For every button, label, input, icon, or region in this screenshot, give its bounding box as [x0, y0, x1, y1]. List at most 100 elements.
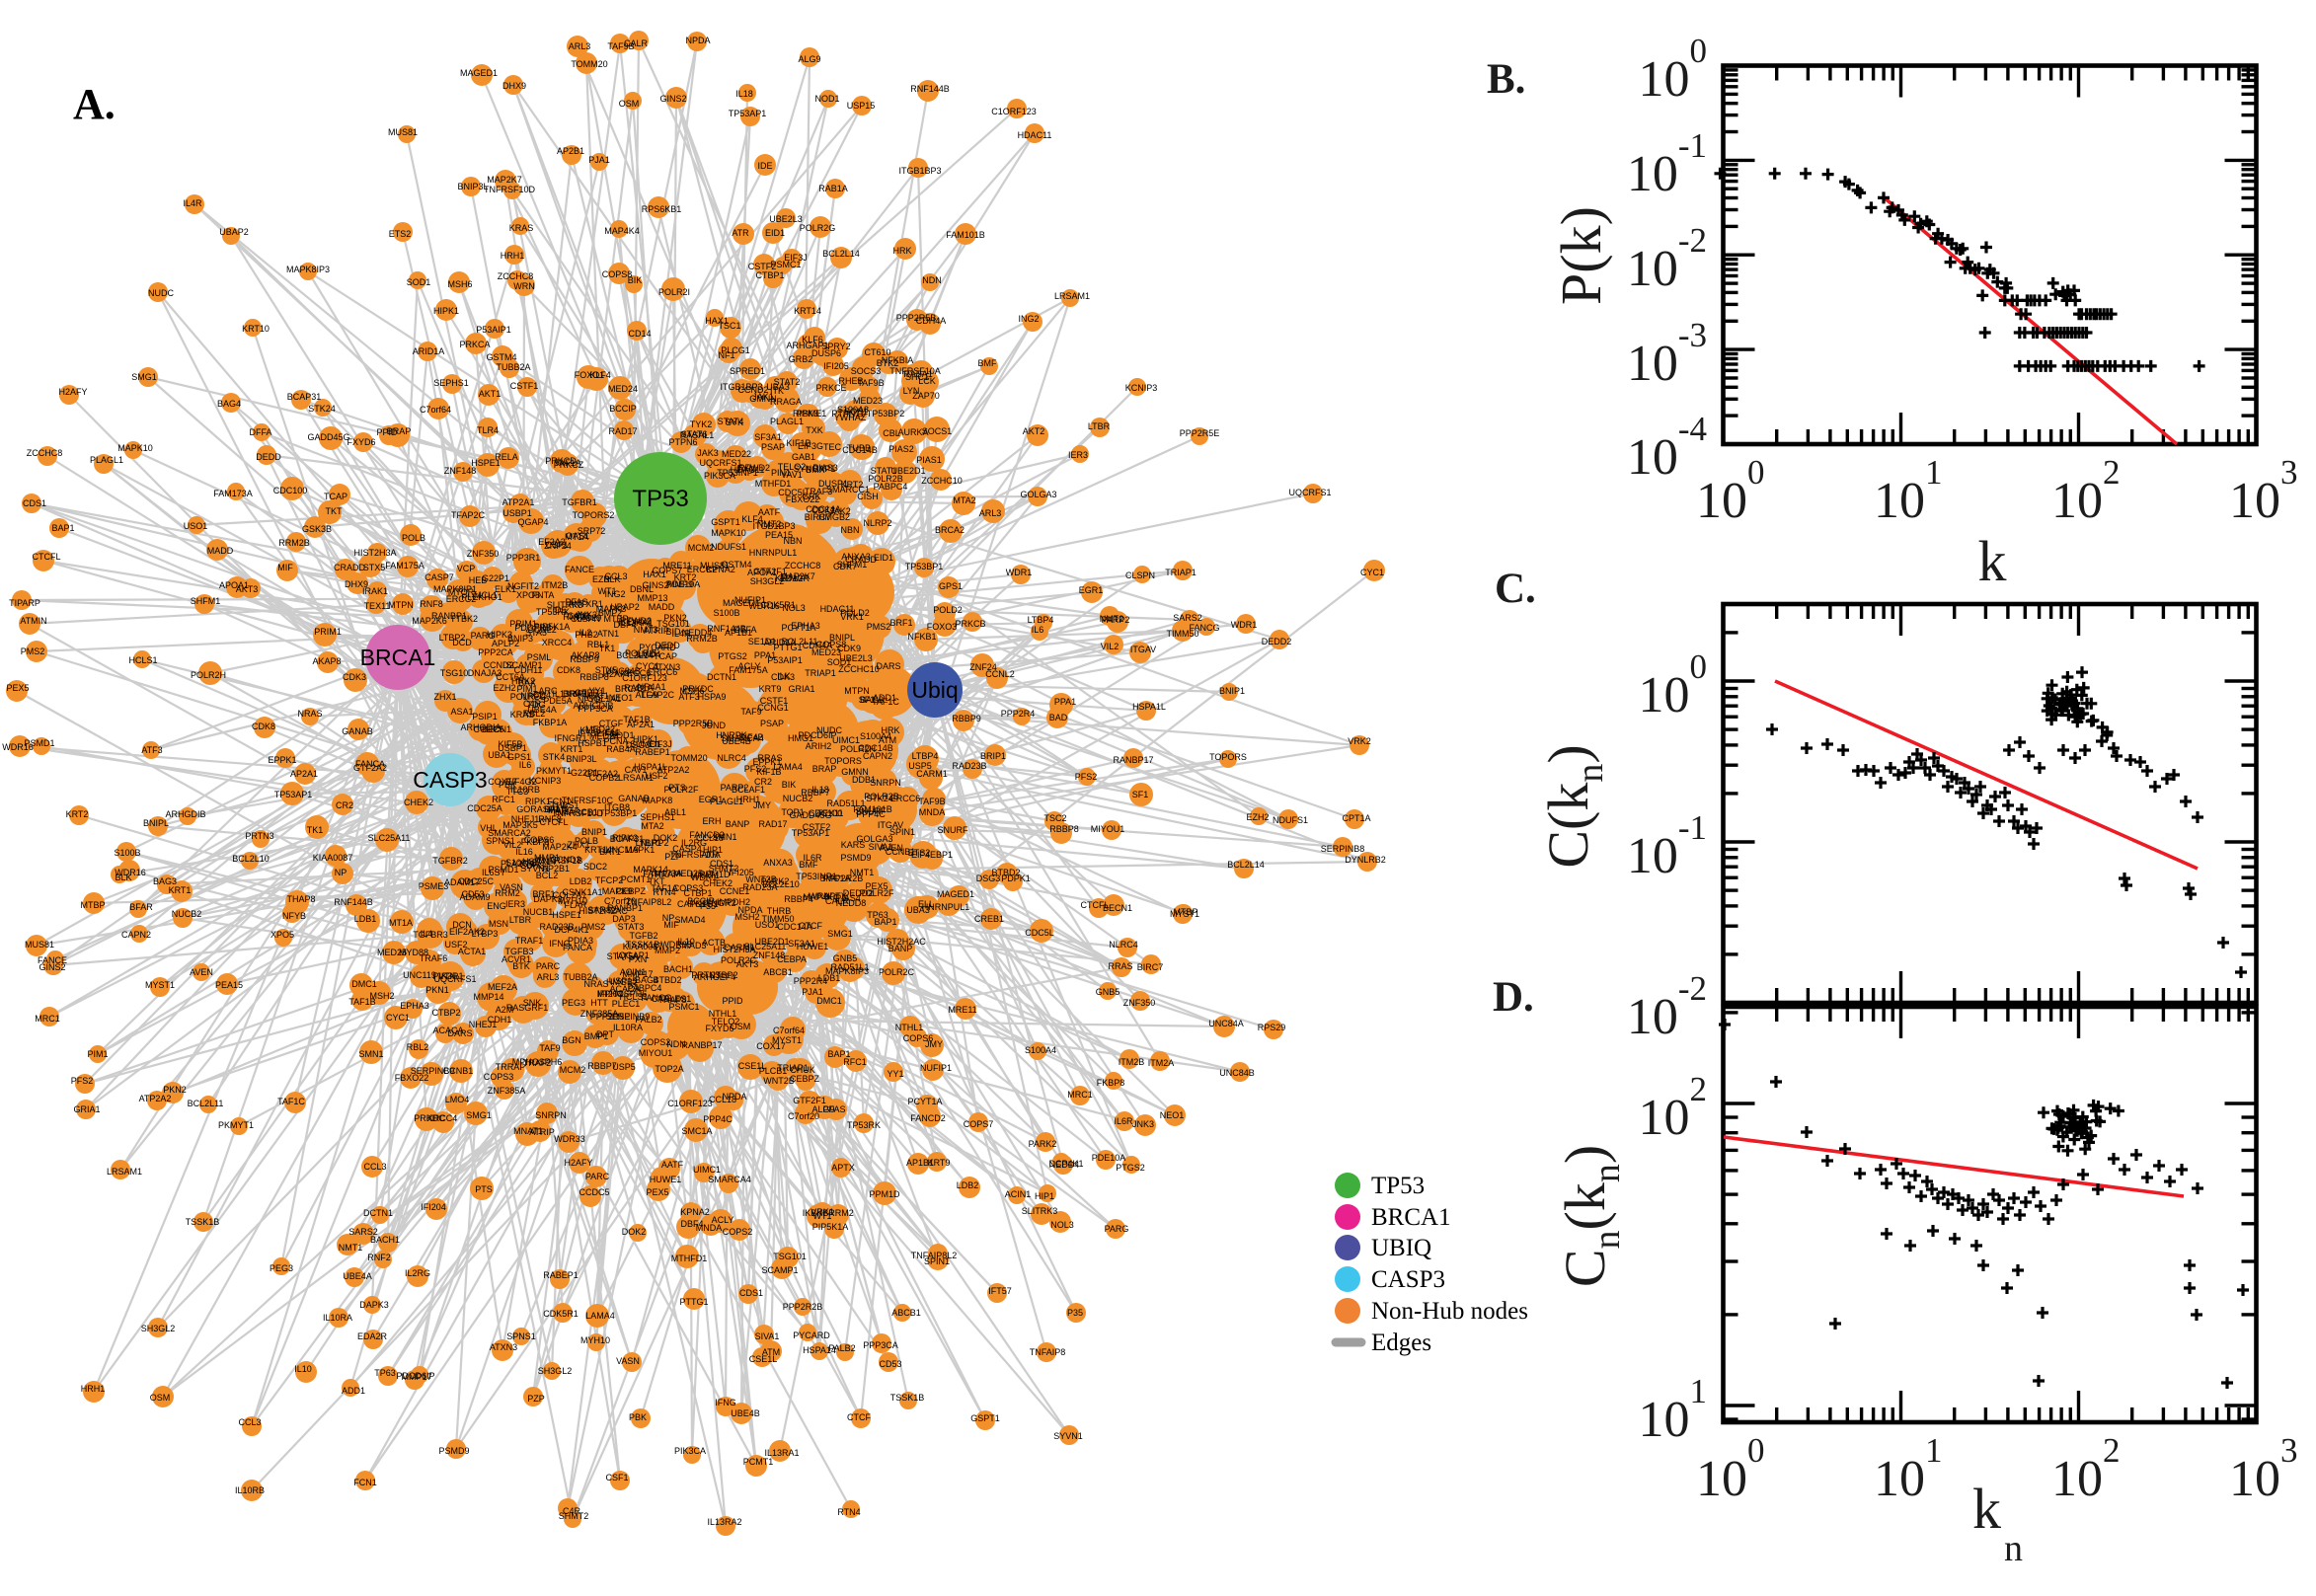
svg-text:BAG3: BAG3 — [860, 695, 884, 705]
svg-text:JUND: JUND — [702, 721, 726, 730]
svg-text:TRIAP1: TRIAP1 — [1165, 568, 1197, 577]
svg-text:EIF4EBP1: EIF4EBP1 — [911, 850, 953, 860]
svg-text:C4R: C4R — [563, 1506, 581, 1516]
svg-text:IDE: IDE — [757, 161, 772, 171]
svg-text:HSPE1: HSPE1 — [552, 910, 581, 920]
svg-text:KIF5B: KIF5B — [498, 739, 522, 749]
svg-text:IL10RB: IL10RB — [510, 785, 540, 795]
svg-text:BRCA1: BRCA1 — [360, 645, 436, 670]
svg-text:MIF: MIF — [277, 563, 293, 572]
svg-text:TNFAIP8: TNFAIP8 — [1030, 1347, 1066, 1357]
svg-text:IL13RA2: IL13RA2 — [707, 1517, 741, 1527]
svg-text:TP53INP1: TP53INP1 — [717, 468, 758, 478]
svg-text:AKT1: AKT1 — [479, 389, 502, 399]
svg-text:OAS1: OAS1 — [566, 531, 589, 541]
svg-text:PFAS: PFAS — [822, 1104, 845, 1114]
svg-text:DDB1: DDB1 — [852, 775, 876, 785]
svg-text:MRC1: MRC1 — [1067, 1090, 1093, 1100]
svg-text:IL10RA: IL10RA — [323, 1313, 352, 1323]
svg-text:FAM101B: FAM101B — [853, 804, 892, 814]
svg-text:OSM: OSM — [150, 1393, 171, 1403]
svg-text:CCL18: CCL18 — [709, 1095, 736, 1104]
svg-text:NDN: NDN — [922, 275, 942, 285]
svg-text:BFAR: BFAR — [129, 902, 153, 912]
svg-text:FANCD2: FANCD2 — [910, 1113, 946, 1123]
svg-text:PLAGL1: PLAGL1 — [770, 417, 804, 426]
svg-text:RRM2B: RRM2B — [278, 538, 310, 548]
svg-text:SLC25A11: SLC25A11 — [368, 833, 411, 843]
svg-text:NOD1: NOD1 — [814, 94, 839, 104]
svg-text:BECN1: BECN1 — [1103, 903, 1132, 913]
svg-text:NGFIT2: NGFIT2 — [507, 581, 539, 591]
svg-text:ZCCHC8: ZCCHC8 — [785, 561, 821, 570]
svg-text:CDK3: CDK3 — [343, 672, 366, 682]
svg-text:BAD: BAD — [1049, 713, 1068, 722]
svg-text:AP2A1: AP2A1 — [627, 720, 655, 729]
svg-text:PRKCA: PRKCA — [459, 340, 490, 349]
svg-text:DAPK3: DAPK3 — [359, 1300, 389, 1310]
svg-text:LTBP3: LTBP3 — [472, 929, 499, 939]
svg-text:IFI204: IFI204 — [421, 1202, 446, 1212]
svg-text:PSMD9: PSMD9 — [840, 853, 871, 863]
svg-text:NFKB1: NFKB1 — [907, 632, 936, 642]
svg-text:DFFA: DFFA — [733, 625, 756, 635]
svg-text:PMS2: PMS2 — [21, 646, 45, 656]
svg-text:MAPK9: MAPK9 — [602, 886, 633, 896]
svg-text:PPP2R5E: PPP2R5E — [590, 1012, 631, 1022]
svg-text:SMG1: SMG1 — [827, 929, 853, 939]
svg-text:HTT: HTT — [590, 998, 608, 1008]
svg-text:EIF4B: EIF4B — [738, 732, 763, 742]
svg-text:IL10RA: IL10RA — [613, 1023, 643, 1032]
svg-text:ERCC2: ERCC2 — [446, 594, 477, 604]
svg-text:TGFBR1: TGFBR1 — [562, 497, 597, 507]
svg-text:PRKCB: PRKCB — [955, 619, 985, 629]
svg-text:HCLS1: HCLS1 — [128, 655, 157, 665]
svg-text:SMAD4: SMAD4 — [674, 915, 705, 925]
svg-text:FKBP1A: FKBP1A — [533, 718, 568, 727]
svg-text:PIAS2: PIAS2 — [888, 444, 914, 454]
svg-text:RFC1: RFC1 — [843, 1057, 867, 1067]
svg-text:LTBR: LTBR — [1088, 421, 1111, 431]
svg-text:BCL2: BCL2 — [536, 871, 559, 880]
svg-text:EPPK1: EPPK1 — [752, 757, 781, 767]
svg-text:PSML: PSML — [527, 652, 552, 662]
svg-text:CDS1: CDS1 — [739, 1288, 763, 1298]
svg-text:RPS29: RPS29 — [1258, 1023, 1286, 1032]
svg-text:B.: B. — [1487, 56, 1525, 103]
svg-text:ZNF148: ZNF148 — [444, 466, 477, 476]
svg-text:NHEJ1: NHEJ1 — [469, 1020, 498, 1029]
svg-text:MADD: MADD — [649, 602, 675, 612]
svg-text:POLR2G: POLR2G — [800, 223, 836, 233]
svg-text:MSN: MSN — [489, 919, 508, 929]
svg-text:RABEP1: RABEP1 — [543, 1270, 579, 1280]
svg-text:FCN1: FCN1 — [547, 797, 571, 806]
svg-text:NR4A1: NR4A1 — [637, 682, 665, 692]
svg-text:RAD23B: RAD23B — [952, 761, 986, 771]
svg-text:IL4: IL4 — [421, 929, 433, 939]
svg-text:COPS2: COPS2 — [723, 1227, 753, 1237]
svg-text:GADD45G: GADD45G — [307, 432, 349, 442]
svg-text:FXYD6: FXYD6 — [347, 437, 375, 447]
svg-text:BIK: BIK — [782, 780, 797, 790]
svg-text:UBAP2: UBAP2 — [219, 227, 249, 237]
svg-text:PPP2R2B: PPP2R2B — [823, 874, 864, 883]
svg-text:BMF: BMF — [800, 860, 819, 870]
svg-text:TOPORS2: TOPORS2 — [573, 510, 615, 520]
svg-text:BNIP1: BNIP1 — [1219, 686, 1245, 696]
svg-text:PDIA3: PDIA3 — [568, 936, 593, 946]
svg-text:CSE1L: CSE1L — [749, 1354, 778, 1364]
svg-text:MT1A: MT1A — [389, 918, 413, 928]
svg-text:BCL2L11: BCL2L11 — [188, 1099, 224, 1108]
svg-text:HNRNPUL1: HNRNPUL1 — [922, 902, 970, 912]
svg-text:TOP1: TOP1 — [781, 807, 804, 817]
svg-text:COL2A1: COL2A1 — [553, 890, 587, 900]
svg-text:STAT4: STAT4 — [718, 417, 744, 426]
svg-text:APOA1: APOA1 — [747, 568, 777, 577]
svg-text:S100B: S100B — [114, 848, 140, 858]
svg-text:PCMT1: PCMT1 — [743, 1457, 774, 1467]
svg-text:ATXN3: ATXN3 — [490, 1342, 517, 1352]
svg-text:LDB1: LDB1 — [354, 914, 377, 924]
svg-text:MRE11: MRE11 — [662, 561, 691, 570]
svg-text:FAM173A: FAM173A — [213, 489, 253, 498]
svg-text:MIYOU1: MIYOU1 — [639, 1048, 673, 1058]
